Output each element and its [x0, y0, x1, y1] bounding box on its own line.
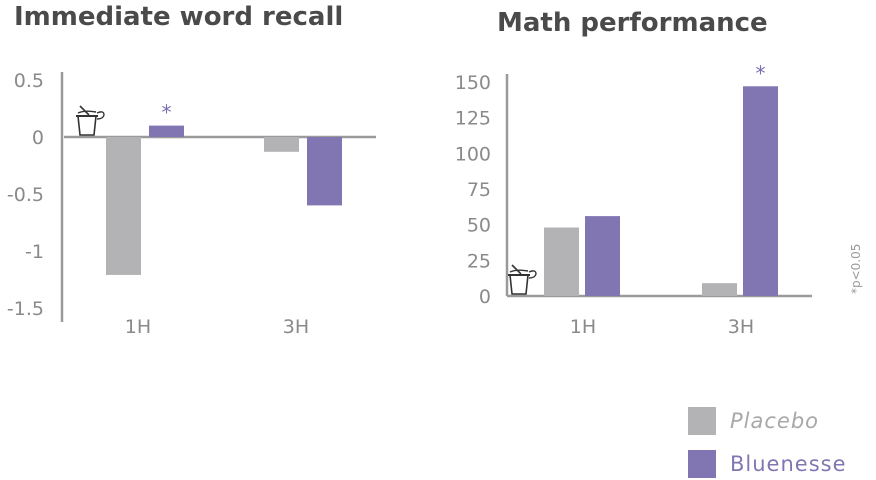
math-bar-placebo-1h [544, 227, 579, 296]
legend-item-bluenesse: Bluenesse [688, 450, 847, 478]
recall-y-tick-label: -1.5 [7, 298, 44, 320]
recall-x-tick-label: 1H [125, 316, 151, 338]
math-y-tick-label: 100 [455, 143, 491, 165]
math-drink-cup-icon [508, 264, 537, 295]
math-bar-bluenesse-3h [743, 86, 778, 296]
math-x-tick-label: 3H [728, 316, 754, 338]
legend-swatch-placebo [688, 407, 716, 435]
math-bar-bluenesse-1h [585, 216, 620, 296]
legend-swatch-bluenesse [688, 450, 716, 478]
math-y-tick-label: 75 [467, 179, 491, 201]
math-x-tick-label: 1H [570, 316, 596, 338]
legend-label-placebo: Placebo [730, 409, 820, 433]
math-bar-placebo-3h [702, 283, 737, 296]
recall-y-tick-label: -1 [25, 241, 44, 263]
recall-drink-cup-icon [76, 105, 105, 136]
recall-y-tick-label: -0.5 [7, 184, 44, 206]
math-y-tick-label: 0 [479, 286, 491, 308]
significance-footnote: *p<0.05 [849, 243, 863, 294]
recall-bar-bluenesse-3h [307, 137, 342, 206]
recall-significance-marker: * [162, 101, 172, 125]
chart-title-word-recall: Immediate word recall [14, 2, 344, 32]
math-significance-marker: * [756, 61, 766, 85]
legend-label-bluenesse: Bluenesse [730, 452, 847, 476]
chart-title-math-performance: Math performance [497, 8, 768, 38]
recall-bar-placebo-3h [264, 137, 299, 152]
math-y-tick-label: 25 [467, 250, 491, 272]
math-y-tick-label: 125 [455, 108, 491, 130]
math-y-tick-label: 50 [467, 215, 491, 237]
recall-y-tick-label: 0.5 [14, 70, 44, 92]
recall-bar-bluenesse-1h [149, 125, 184, 137]
math-y-tick-label: 150 [455, 72, 491, 94]
recall-bar-placebo-1h [106, 137, 141, 275]
recall-y-tick-label: 0 [32, 127, 44, 149]
recall-x-tick-label: 3H [283, 316, 309, 338]
legend-item-placebo: Placebo [688, 407, 819, 435]
